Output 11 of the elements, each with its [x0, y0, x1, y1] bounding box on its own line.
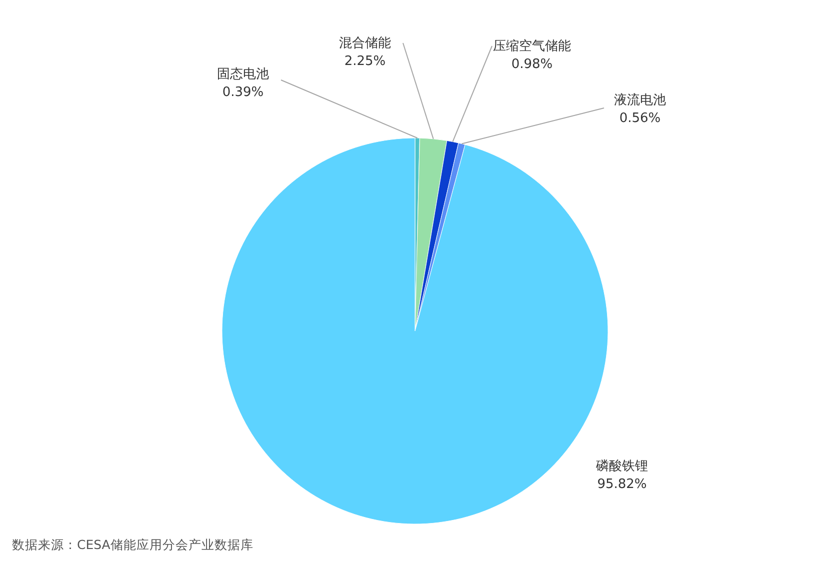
slice-label: 固态电池: [217, 67, 269, 82]
slice-label: 混合储能: [339, 36, 391, 51]
slice-label: 液流电池: [614, 92, 666, 108]
source-note: 数据来源：CESA储能应用分会产业数据库: [12, 537, 254, 552]
slice-label: 磷酸铁锂: [595, 459, 648, 474]
slice-label: 压缩空气储能: [493, 39, 571, 54]
data-label: 95.82%: [597, 477, 647, 492]
data-label: 2.25%: [344, 54, 386, 69]
data-label: 0.98%: [511, 57, 553, 72]
data-label: 0.39%: [222, 85, 264, 100]
data-label: 0.56%: [619, 111, 661, 126]
